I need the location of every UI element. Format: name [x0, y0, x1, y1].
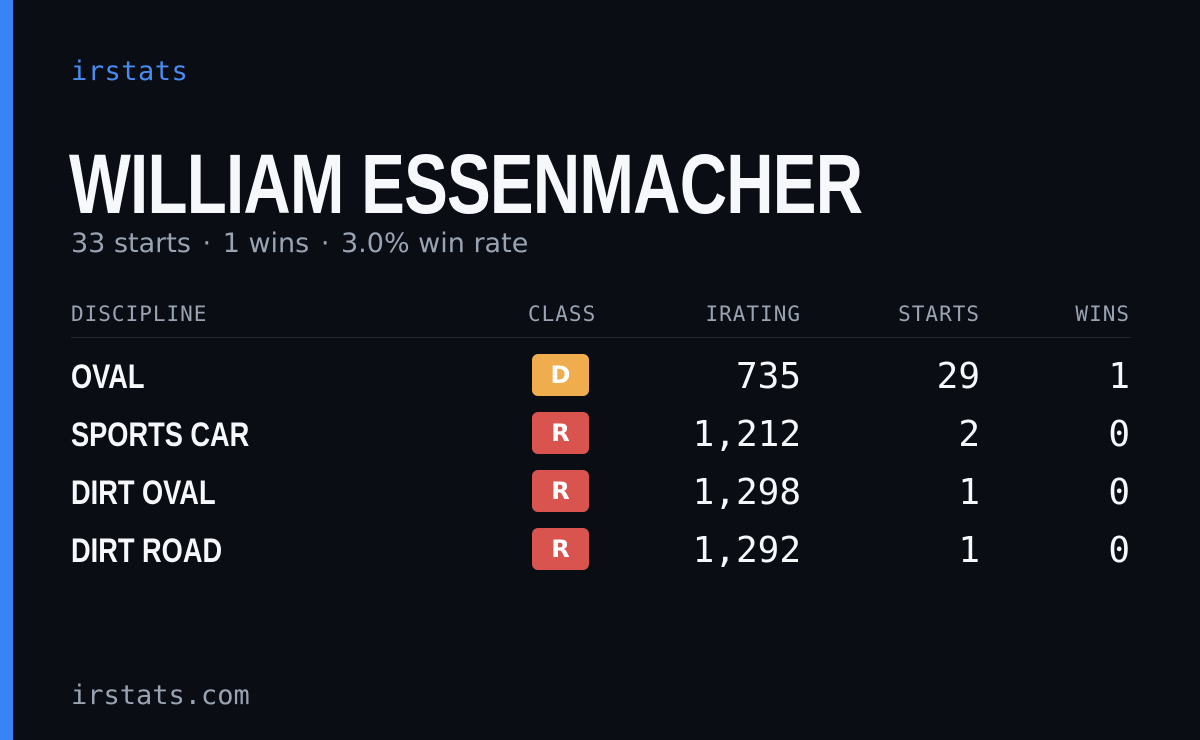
wins-value: 1 — [1108, 356, 1130, 397]
summary-separator: · — [320, 228, 330, 259]
table-row: DIRT ROAD R 1,292 1 0 — [71, 512, 1131, 571]
starts-summary: 33 starts — [71, 228, 191, 259]
summary-separator: · — [202, 228, 212, 259]
header-starts: STARTS — [898, 302, 980, 326]
license-class-badge: D — [532, 354, 589, 396]
irating-value: 735 — [735, 356, 801, 397]
starts-value: 1 — [958, 472, 980, 513]
footer-url: irstats.com — [71, 680, 250, 711]
starts-value: 2 — [958, 414, 980, 455]
discipline-name: DIRT OVAL — [71, 474, 216, 512]
discipline-name: SPORTS CAR — [71, 416, 250, 454]
accent-bar — [0, 0, 13, 740]
irating-value: 1,298 — [692, 472, 801, 513]
starts-value: 1 — [958, 530, 980, 571]
table-row: OVAL D 735 29 1 — [71, 338, 1131, 397]
starts-value: 29 — [936, 356, 980, 397]
brand-logo-text: irstats — [71, 56, 189, 87]
license-class-badge: R — [532, 528, 589, 570]
discipline-name: OVAL — [71, 358, 145, 396]
discipline-table: DISCIPLINE CLASS IRATING STARTS WINS OVA… — [71, 300, 1131, 571]
wins-value: 0 — [1108, 530, 1130, 571]
driver-name: WILLIAM ESSENMACHER — [69, 137, 863, 231]
header-class: CLASS — [528, 302, 597, 326]
irating-value: 1,212 — [692, 414, 801, 455]
table-row: DIRT OVAL R 1,298 1 0 — [71, 454, 1131, 513]
table-row: SPORTS CAR R 1,212 2 0 — [71, 396, 1131, 455]
wins-value: 0 — [1108, 414, 1130, 455]
discipline-name: DIRT ROAD — [71, 532, 223, 570]
irating-value: 1,292 — [692, 530, 801, 571]
license-class-badge: R — [532, 470, 589, 512]
header-wins: WINS — [1075, 302, 1130, 326]
table-header: DISCIPLINE CLASS IRATING STARTS WINS — [71, 300, 1131, 338]
driver-summary: 33 starts · 1 wins · 3.0% win rate — [71, 228, 528, 259]
wins-summary: 1 wins — [222, 228, 310, 259]
header-discipline: DISCIPLINE — [71, 302, 208, 326]
win-rate-summary: 3.0% win rate — [341, 228, 529, 259]
header-irating: IRATING — [705, 302, 801, 326]
license-class-badge: R — [532, 412, 589, 454]
wins-value: 0 — [1108, 472, 1130, 513]
